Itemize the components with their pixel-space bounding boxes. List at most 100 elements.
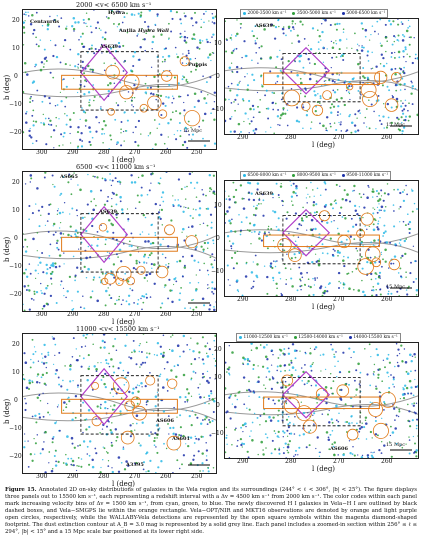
- galaxy-point: [127, 280, 130, 283]
- galaxy-point: [331, 253, 334, 256]
- ytick: −20: [9, 129, 22, 136]
- galaxy-point: [49, 119, 52, 122]
- optnir-circle: [107, 108, 115, 116]
- galaxy-point: [280, 292, 282, 295]
- galaxy-point: [399, 221, 401, 223]
- galaxy-point: [171, 17, 174, 20]
- galaxy-point: [319, 95, 322, 98]
- galaxy-point: [337, 232, 340, 236]
- galaxy-point: [252, 363, 255, 367]
- galaxy-point: [136, 303, 139, 305]
- galaxy-point: [404, 104, 407, 107]
- galaxy-point: [190, 138, 193, 141]
- optnir-circle: [311, 104, 324, 117]
- galaxy-point: [332, 42, 335, 44]
- galaxy-point: [330, 418, 333, 421]
- galaxy-point: [134, 125, 137, 129]
- galaxy-point: [246, 362, 250, 366]
- galaxy-point: [318, 258, 321, 260]
- galaxy-point: [313, 423, 315, 426]
- galaxy-point: [159, 217, 162, 221]
- galaxy-point: [280, 182, 282, 185]
- galaxy-point: [172, 472, 174, 473]
- galaxy-point: [133, 14, 136, 16]
- galaxy-point: [153, 354, 156, 356]
- galaxy-point: [404, 118, 407, 122]
- galaxy-point: [24, 361, 28, 364]
- galaxy-point: [191, 133, 195, 136]
- galaxy-point: [358, 427, 362, 430]
- galaxy-point: [292, 190, 295, 194]
- galaxy-point: [386, 85, 389, 88]
- legend-item: 14000-15500 km s⁻¹: [348, 335, 398, 340]
- galaxy-point: [43, 63, 45, 65]
- galaxy-point: [319, 97, 322, 100]
- galaxy-point: [276, 369, 278, 372]
- galaxy-point: [189, 214, 192, 217]
- galaxy-point: [204, 402, 206, 405]
- galaxy-point: [259, 424, 261, 426]
- galaxy-point: [46, 23, 50, 26]
- galaxy-point: [316, 29, 319, 32]
- galaxy-point: [116, 435, 119, 439]
- galaxy-point: [261, 365, 265, 368]
- galaxy-point: [40, 214, 42, 216]
- galaxy-point: [65, 403, 68, 405]
- galaxy-point: [47, 117, 50, 120]
- galaxy-point: [76, 131, 80, 134]
- galaxy-point: [408, 379, 412, 383]
- galaxy-point: [290, 184, 293, 187]
- galaxy-point: [193, 259, 196, 262]
- galaxy-point: [71, 356, 74, 358]
- galaxy-point: [100, 29, 102, 31]
- galaxy-point: [212, 33, 215, 36]
- galaxy-point: [403, 66, 405, 69]
- galaxy-point: [155, 446, 157, 448]
- galaxy-point: [308, 294, 311, 296]
- galaxy-point: [226, 235, 230, 238]
- galaxy-point: [101, 132, 103, 135]
- galaxy-point: [356, 422, 358, 425]
- galaxy-point: [400, 116, 403, 119]
- galaxy-point: [171, 101, 174, 104]
- galaxy-point: [329, 237, 332, 240]
- galaxy-point: [415, 289, 418, 292]
- galaxy-point: [89, 143, 92, 146]
- galaxy-point: [280, 58, 283, 61]
- galaxy-point: [132, 64, 135, 68]
- galaxy-point: [56, 406, 59, 408]
- galaxy-point: [111, 191, 114, 194]
- galaxy-point: [208, 53, 212, 56]
- galaxy-point: [46, 220, 49, 222]
- galaxy-point: [137, 299, 140, 301]
- galaxy-point: [251, 421, 254, 424]
- galaxy-point: [206, 342, 209, 344]
- galaxy-point: [370, 278, 373, 281]
- galaxy-point: [349, 235, 352, 238]
- galaxy-point: [371, 437, 373, 439]
- galaxy-point: [123, 12, 126, 14]
- galaxy-point: [24, 250, 28, 253]
- galaxy-point: [312, 414, 314, 416]
- galaxy-point: [160, 33, 163, 36]
- galaxy-point: [405, 289, 408, 291]
- galaxy-point: [98, 27, 101, 30]
- galaxy-point: [394, 243, 397, 246]
- galaxy-point: [268, 415, 271, 419]
- galaxy-point: [157, 466, 160, 469]
- galaxy-point: [162, 238, 164, 240]
- galaxy-point: [210, 188, 213, 191]
- galaxy-point: [294, 212, 298, 215]
- galaxy-point: [145, 273, 148, 277]
- galaxy-point: [181, 231, 183, 233]
- ytick: 0: [14, 235, 18, 242]
- galaxy-point: [278, 452, 281, 455]
- galaxy-point: [148, 434, 151, 437]
- galaxy-point: [170, 219, 173, 222]
- galaxy-point: [200, 26, 203, 29]
- galaxy-point: [85, 336, 87, 339]
- galaxy-point: [80, 42, 84, 46]
- galaxy-point: [290, 359, 293, 362]
- galaxy-point: [296, 393, 298, 396]
- galaxy-point: [28, 379, 31, 382]
